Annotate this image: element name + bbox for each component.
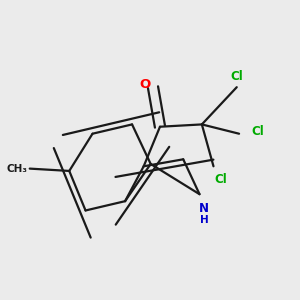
- Text: N: N: [199, 202, 209, 215]
- Text: H: H: [200, 215, 208, 225]
- Text: CH₃: CH₃: [6, 164, 27, 174]
- Text: O: O: [139, 78, 150, 92]
- Text: Cl: Cl: [251, 125, 264, 138]
- Text: Cl: Cl: [214, 173, 227, 186]
- Text: Cl: Cl: [230, 70, 243, 83]
